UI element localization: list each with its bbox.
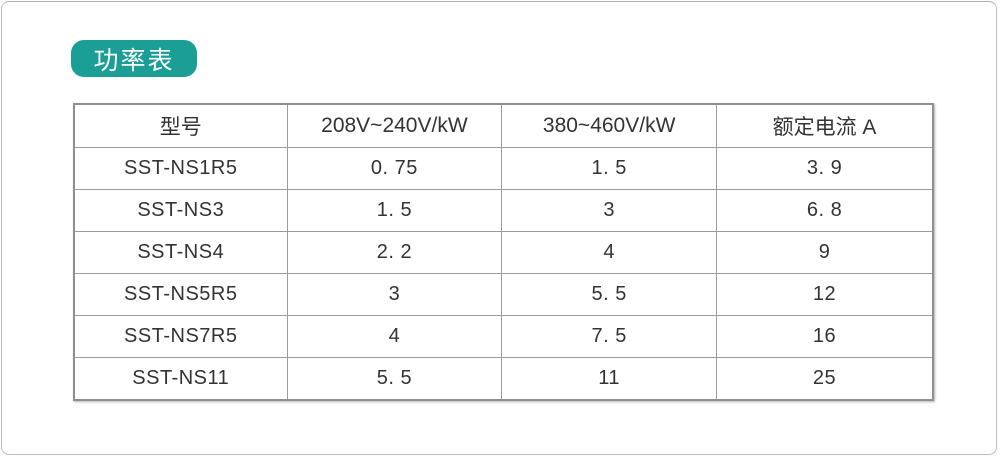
power-spec-table: 型号 208V~240V/kW 380~460V/kW 额定电流 A SST-NS1R… bbox=[73, 103, 934, 401]
value-cell: 4 bbox=[286, 315, 503, 358]
table-row: SST-NS3 1. 5 3 6. 8 bbox=[73, 189, 934, 232]
value-cell: 5. 5 bbox=[501, 273, 718, 316]
value-cell: 3 bbox=[286, 273, 503, 316]
value-cell: 1. 5 bbox=[501, 147, 718, 190]
model-cell: SST-NS3 bbox=[73, 189, 288, 232]
value-cell: 1. 5 bbox=[286, 189, 503, 232]
value-cell: 16 bbox=[716, 315, 934, 358]
table-header: 型号 208V~240V/kW 380~460V/kW 额定电流 A bbox=[73, 103, 934, 148]
value-cell: 25 bbox=[716, 357, 934, 401]
table-row: SST-NS5R5 3 5. 5 12 bbox=[73, 273, 934, 316]
header-cell: 208V~240V/kW bbox=[286, 103, 503, 148]
value-cell: 2. 2 bbox=[286, 231, 503, 274]
value-cell: 12 bbox=[716, 273, 934, 316]
value-cell: 9 bbox=[716, 231, 934, 274]
table-header-row: 型号 208V~240V/kW 380~460V/kW 额定电流 A bbox=[73, 103, 934, 148]
section-title-label: 功率表 bbox=[93, 46, 175, 75]
value-cell: 7. 5 bbox=[501, 315, 718, 358]
header-cell: 380~460V/kW bbox=[501, 103, 718, 148]
header-cell: 型号 bbox=[73, 103, 288, 148]
value-cell: 6. 8 bbox=[716, 189, 934, 232]
table-row: SST-NS1R5 0. 75 1. 5 3. 9 bbox=[73, 147, 934, 190]
table-body: SST-NS1R5 0. 75 1. 5 3. 9 SST-NS3 1. 5 3 6. 8 SS… bbox=[73, 147, 934, 401]
table-row: SST-NS11 5. 5 11 25 bbox=[73, 357, 934, 401]
header-cell: 额定电流 A bbox=[716, 103, 934, 148]
section-title-badge: 功率表 bbox=[71, 40, 197, 77]
model-cell: SST-NS1R5 bbox=[73, 147, 288, 190]
model-cell: SST-NS4 bbox=[73, 231, 288, 274]
value-cell: 11 bbox=[501, 357, 718, 401]
value-cell: 3 bbox=[501, 189, 718, 232]
table-row: SST-NS7R5 4 7. 5 16 bbox=[73, 315, 934, 358]
model-cell: SST-NS7R5 bbox=[73, 315, 288, 358]
value-cell: 4 bbox=[501, 231, 718, 274]
model-cell: SST-NS5R5 bbox=[73, 273, 288, 316]
value-cell: 5. 5 bbox=[286, 357, 503, 401]
model-cell: SST-NS11 bbox=[73, 357, 288, 401]
value-cell: 3. 9 bbox=[716, 147, 934, 190]
value-cell: 0. 75 bbox=[286, 147, 503, 190]
